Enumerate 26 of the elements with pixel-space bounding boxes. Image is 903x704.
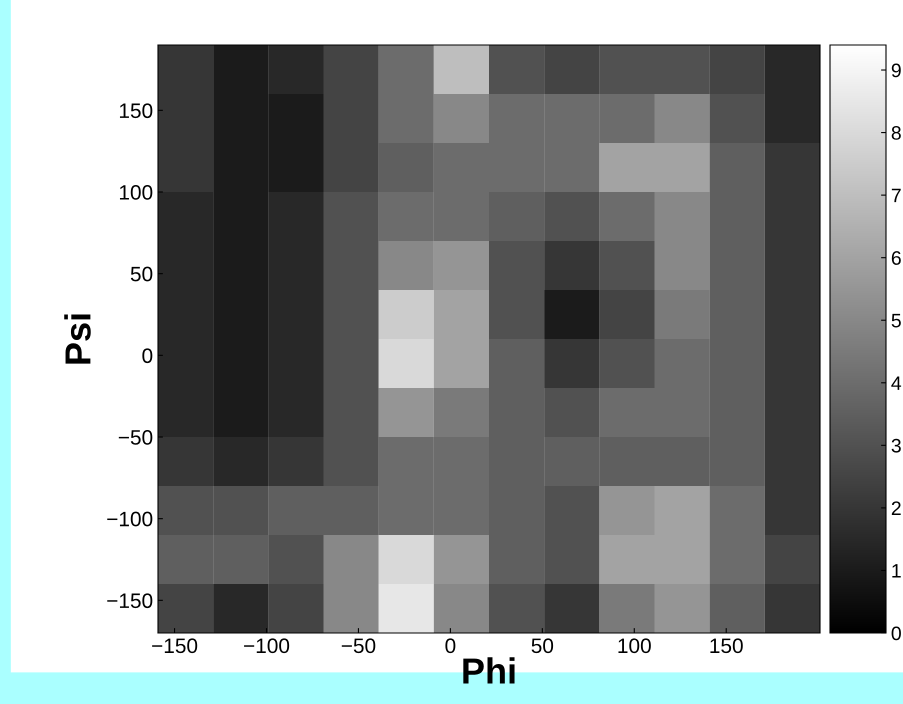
color-bar-label: 2 [892, 501, 901, 515]
x-tick-label: 50 [532, 638, 554, 654]
y-axis-title: Psi [64, 314, 91, 364]
color-bar-label: 3 [892, 438, 901, 453]
color-bar-label: 0 [892, 626, 901, 640]
color-bar-label: 1 [892, 564, 901, 578]
x-tick-label: 150 [710, 638, 743, 654]
x-tick-label: −50 [342, 638, 376, 654]
y-tick-label: 100 [120, 185, 152, 200]
color-bar-label: 6 [892, 251, 901, 265]
x-tick-label: 100 [618, 638, 651, 654]
x-tick-label: −150 [152, 638, 198, 654]
y-tick-label: 150 [120, 103, 152, 118]
x-axis-title: Phi [463, 657, 515, 684]
y-tick-label: 50 [130, 266, 152, 282]
color-bar-label: 9 [892, 63, 901, 78]
color-bar-label: 4 [891, 376, 902, 390]
y-tick-label: 0 [142, 348, 152, 364]
x-tick-label: 0 [445, 638, 456, 654]
y-tick-label: −50 [118, 430, 152, 445]
color-bar-label: 7 [892, 188, 901, 202]
color-bar-label: 8 [892, 126, 901, 140]
color-bar-label: 5 [892, 314, 901, 328]
y-tick-label: −150 [107, 593, 152, 608]
x-tick-label: −100 [244, 638, 290, 654]
y-tick-label: −100 [107, 512, 152, 526]
